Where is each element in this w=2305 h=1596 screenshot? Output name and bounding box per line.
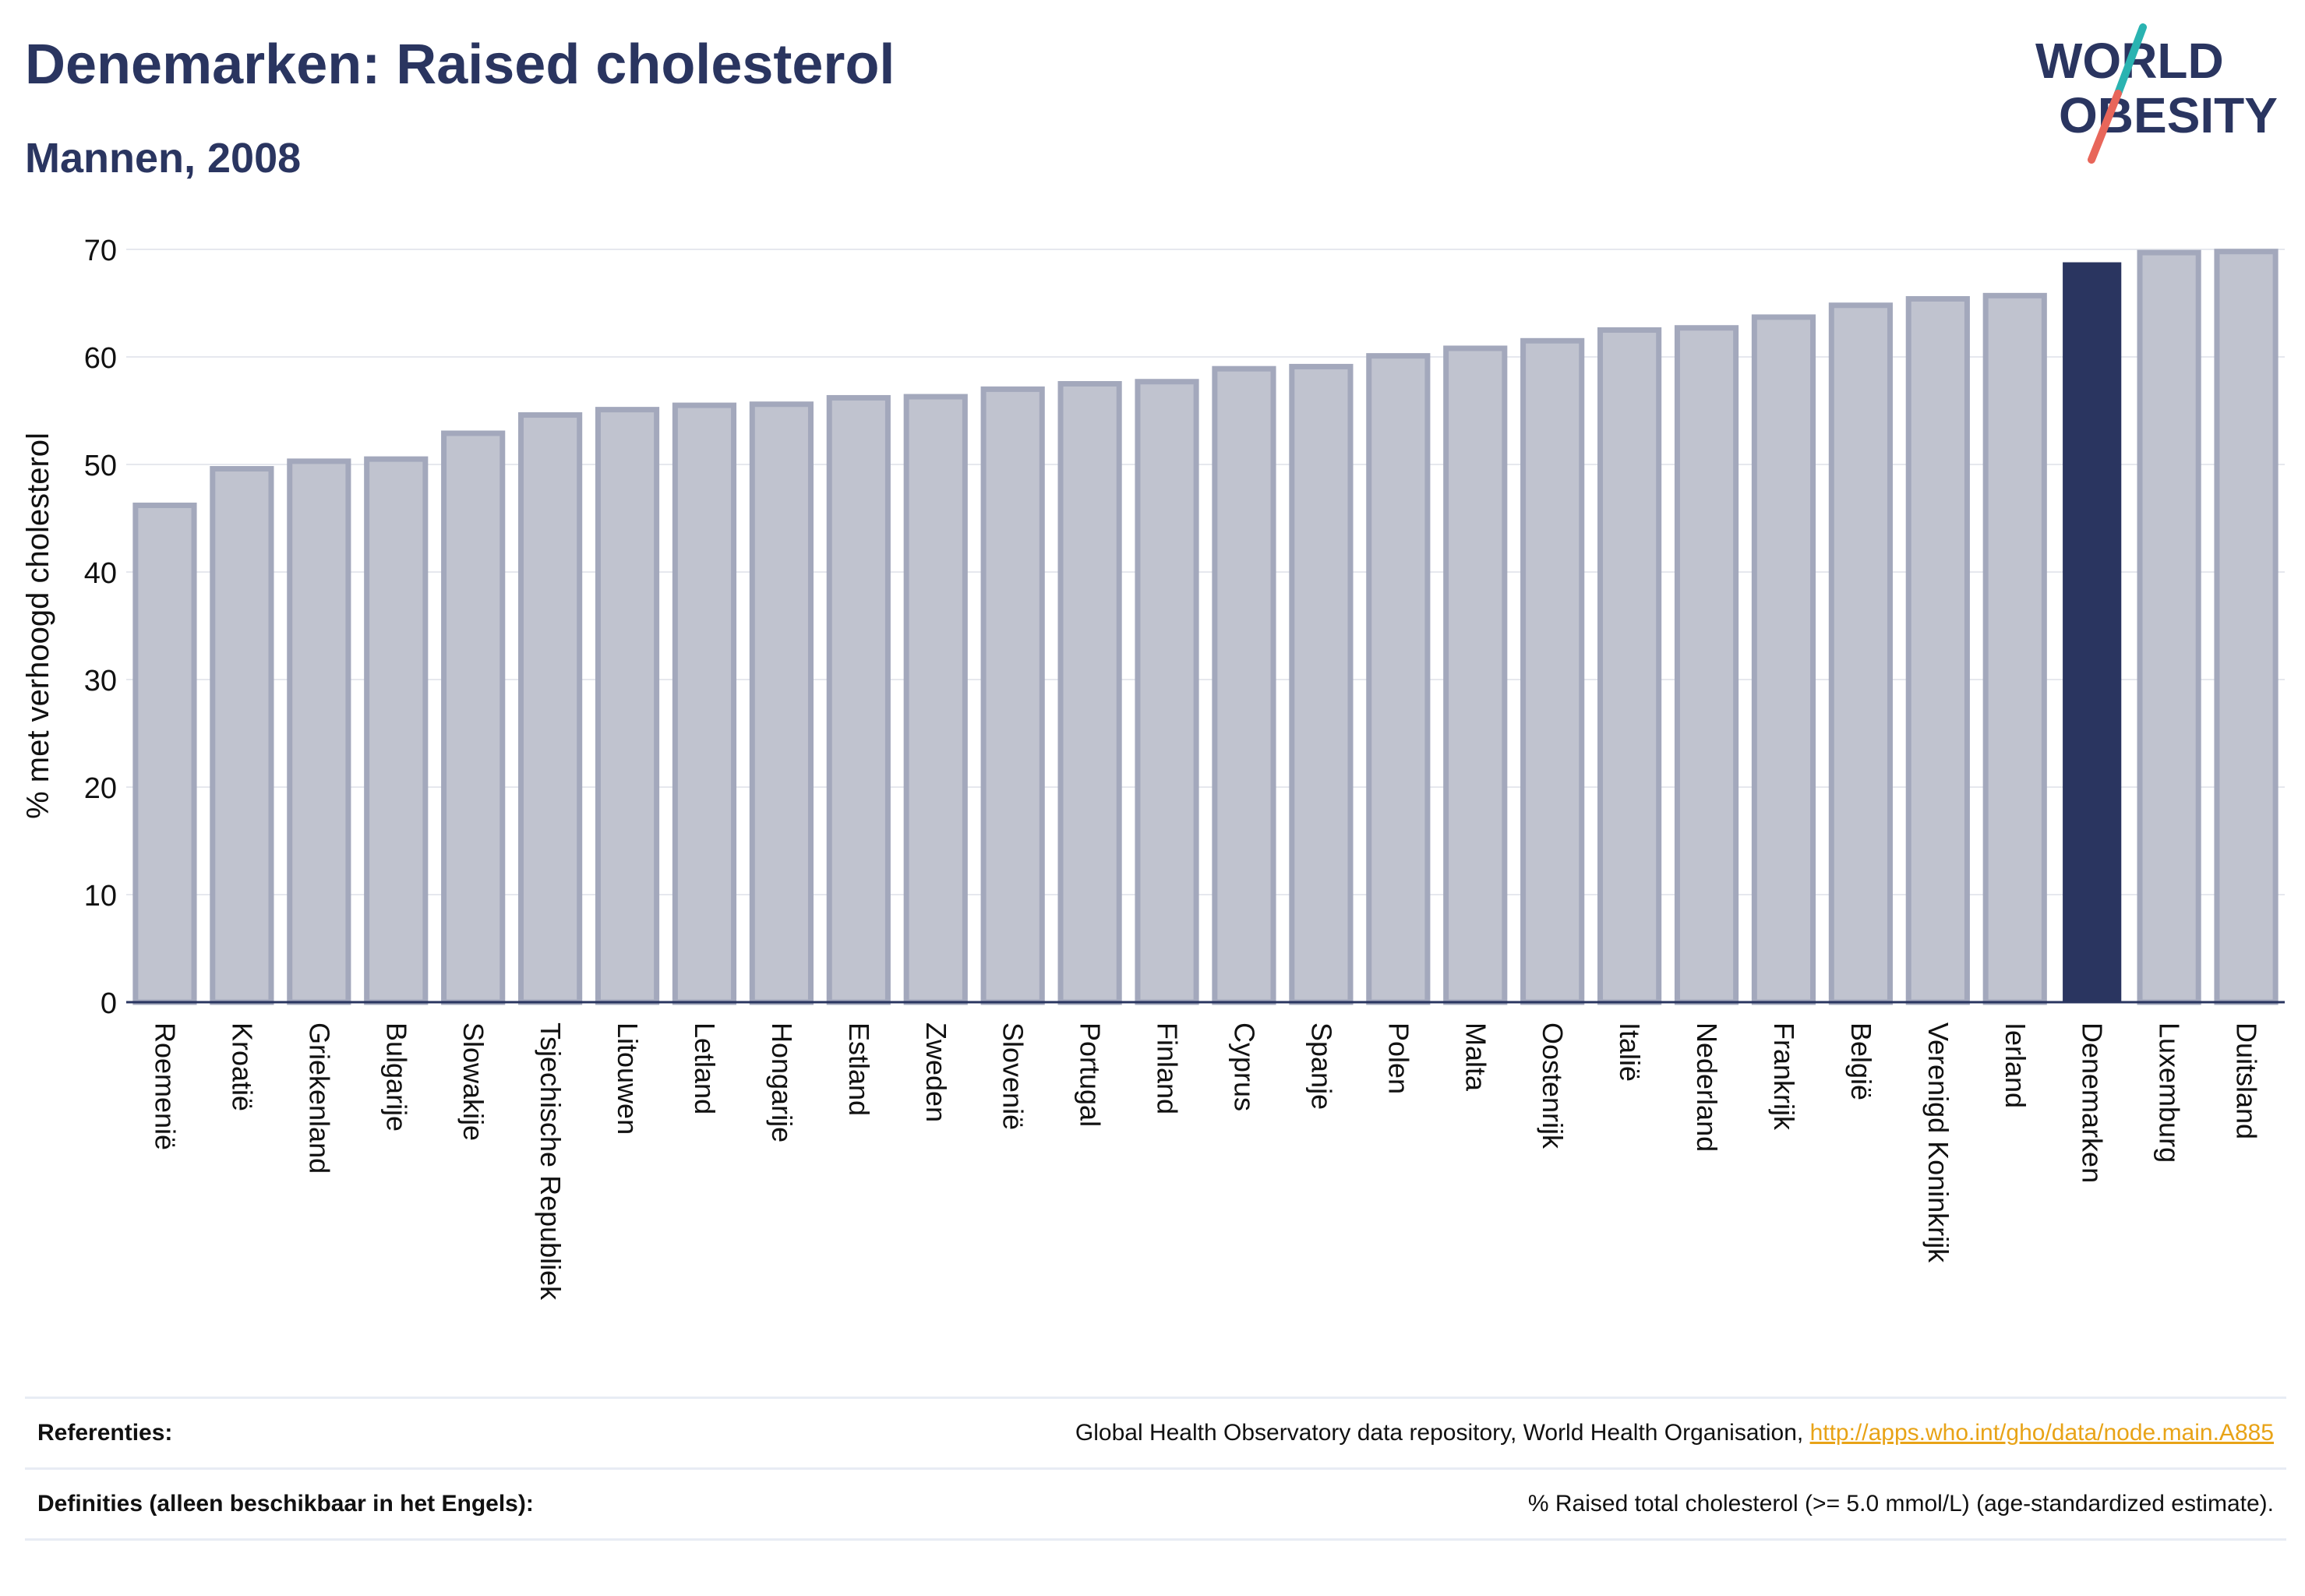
bar-chart: Roemenië Kroatië Griekenland Bulgarije Slowa…: [21, 235, 2285, 1301]
bar-duitsland: [2214, 249, 2279, 1005]
y-tick-label: 10: [84, 880, 117, 913]
bar-kroatië: [210, 466, 274, 1005]
x-tick-label: Kroatië: [226, 1022, 258, 1111]
bar-polen: [1366, 353, 1431, 1005]
bar-italië: [1597, 327, 1662, 1005]
x-axis-labels: Roemenië Kroatië Griekenland Bulgarije Slowa…: [149, 1022, 2262, 1301]
bar-estland: [826, 394, 891, 1005]
bar-finland: [1135, 379, 1199, 1005]
bar-portugal: [1057, 381, 1122, 1005]
x-tick-label: Zweden: [920, 1022, 952, 1122]
y-tick-label: 50: [84, 450, 117, 482]
chart-title: Denemarken: Raised cholesterol: [25, 34, 895, 96]
bar-tsjechische-republiek: [518, 412, 583, 1005]
x-tick-label: Ierland: [2000, 1022, 2031, 1108]
x-tick-label: Verenigd Koninkrijk: [1922, 1022, 1954, 1263]
bar-bulgarije: [364, 456, 429, 1005]
bar-litouwen: [595, 407, 660, 1005]
y-tick-label: 60: [84, 342, 117, 375]
bar-belgië: [1828, 302, 1893, 1005]
bar-roemenië: [132, 502, 197, 1005]
bar-hongarije: [749, 401, 814, 1005]
x-tick-label: Malta: [1460, 1022, 1491, 1092]
bar-nederland: [1674, 325, 1739, 1005]
x-tick-label: Cyprus: [1228, 1022, 1260, 1111]
definitions-label: Definities (alleen beschikbaar in het En…: [37, 1491, 534, 1517]
x-tick-label: Slovenië: [997, 1022, 1029, 1130]
y-axis-title: % met verhoogd cholesterol: [21, 433, 55, 819]
chart-subtitle: Mannen, 2008: [25, 135, 302, 182]
world-obesity-logo: WORLD OBESITY: [2035, 23, 2278, 164]
bar-cyprus: [1212, 365, 1276, 1005]
y-tick-label: 40: [84, 557, 117, 590]
bar-slovenië: [980, 386, 1045, 1005]
x-tick-label: Portugal: [1075, 1022, 1107, 1127]
y-tick-label: 0: [101, 987, 117, 1020]
logo-slash-top: [2114, 23, 2147, 97]
x-tick-label: Hongarije: [766, 1022, 798, 1142]
y-tick-label: 70: [84, 235, 117, 267]
references-label: Referenties:: [37, 1420, 173, 1446]
definitions-value: % Raised total cholesterol (>= 5.0 mmol/…: [1527, 1491, 2274, 1517]
logo-slash-bottom: [2088, 90, 2122, 164]
x-tick-label: Tsjechische Republiek: [535, 1022, 567, 1301]
x-tick-label: Finland: [1152, 1022, 1184, 1114]
bar-oostenrijk: [1520, 337, 1585, 1005]
x-tick-label: Polen: [1382, 1022, 1414, 1094]
x-tick-label: België: [1845, 1022, 1877, 1100]
bar-malta: [1443, 345, 1508, 1005]
references-row: Referenties: Global Health Observatory d…: [25, 1396, 2286, 1467]
references-text: Global Health Observatory data repositor…: [1075, 1420, 1810, 1446]
x-tick-label: Luxemburg: [2154, 1022, 2186, 1163]
y-tick-label: 30: [84, 665, 117, 697]
x-tick-label: Bulgarije: [380, 1022, 412, 1132]
bars: [132, 249, 2279, 1005]
bar-spanje: [1289, 363, 1354, 1005]
x-tick-label: Litouwen: [612, 1022, 644, 1135]
references-value: Global Health Observatory data repositor…: [1075, 1418, 2274, 1449]
x-tick-label: Oostenrijk: [1537, 1022, 1569, 1149]
x-tick-label: Denemarken: [2077, 1022, 2109, 1183]
x-tick-label: Frankrijk: [1768, 1022, 1800, 1131]
definitions-row: Definities (alleen beschikbaar in het En…: [25, 1467, 2286, 1541]
bar-luxemburg: [2137, 249, 2201, 1005]
bar-verenigd-koninkrijk: [1905, 295, 1970, 1005]
bar-frankrijk: [1751, 314, 1816, 1005]
bar-ierland: [1982, 292, 2047, 1005]
x-tick-label: Italië: [1614, 1022, 1646, 1082]
x-tick-label: Duitsland: [2231, 1022, 2263, 1139]
x-tick-label: Nederland: [1691, 1022, 1723, 1152]
logo-line2: OBESITY: [2059, 87, 2278, 143]
footer-table: Referenties: Global Health Observatory d…: [25, 1396, 2286, 1541]
bar-griekenland: [287, 458, 351, 1005]
references-link[interactable]: http://apps.who.int/gho/data/node.main.A…: [1809, 1420, 2274, 1446]
x-tick-label: Griekenland: [303, 1022, 335, 1174]
x-tick-label: Slowakije: [457, 1022, 489, 1141]
bar-denemarken: [2063, 262, 2122, 1002]
x-tick-label: Estland: [843, 1022, 875, 1116]
y-axis-labels: 0 10 20 30 40 50 60 70: [84, 235, 117, 1020]
bar-letland: [672, 402, 737, 1005]
bar-zweden: [903, 394, 968, 1005]
bar-slowakije: [441, 430, 506, 1005]
y-tick-label: 20: [84, 772, 117, 805]
x-tick-label: Roemenië: [149, 1022, 181, 1150]
x-tick-label: Spanje: [1305, 1022, 1337, 1110]
x-tick-label: Letland: [689, 1022, 721, 1114]
